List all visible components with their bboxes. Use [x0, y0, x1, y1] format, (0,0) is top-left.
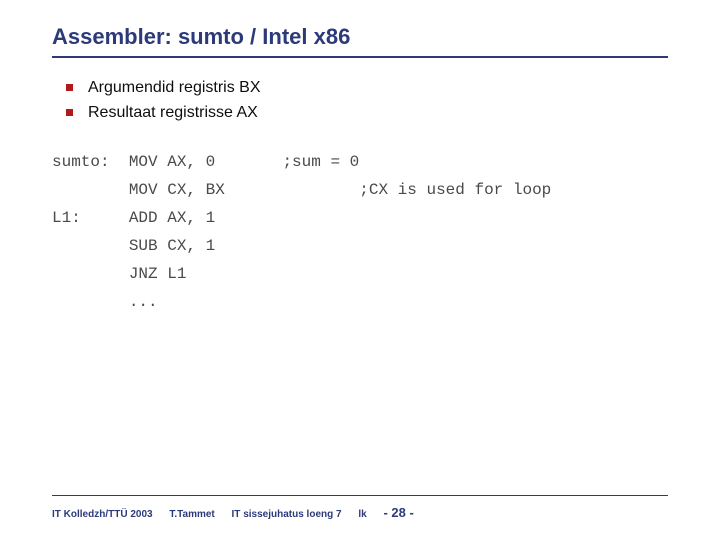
- footer-divider: [52, 495, 668, 496]
- bullet-item: Resultaat registrisse AX: [60, 101, 668, 126]
- bullet-item: Argumendid registris BX: [60, 76, 668, 101]
- slide-title: Assembler: sumto / Intel x86: [52, 24, 668, 58]
- footer-author: T.Tammet: [169, 509, 214, 520]
- footer-org: IT Kolledzh/TTÜ 2003: [52, 509, 153, 520]
- footer: IT Kolledzh/TTÜ 2003 T.Tammet IT sisseju…: [52, 505, 414, 520]
- code-block: sumto: MOV AX, 0 ;sum = 0 MOV CX, BX ;CX…: [52, 148, 668, 316]
- footer-pagelabel: lk: [358, 509, 366, 520]
- slide: Assembler: sumto / Intel x86 Argumendid …: [0, 0, 720, 540]
- footer-pagenum: - 28 -: [383, 505, 413, 520]
- bullet-list: Argumendid registris BX Resultaat regist…: [60, 76, 668, 126]
- footer-course: IT sissejuhatus loeng 7: [232, 509, 342, 520]
